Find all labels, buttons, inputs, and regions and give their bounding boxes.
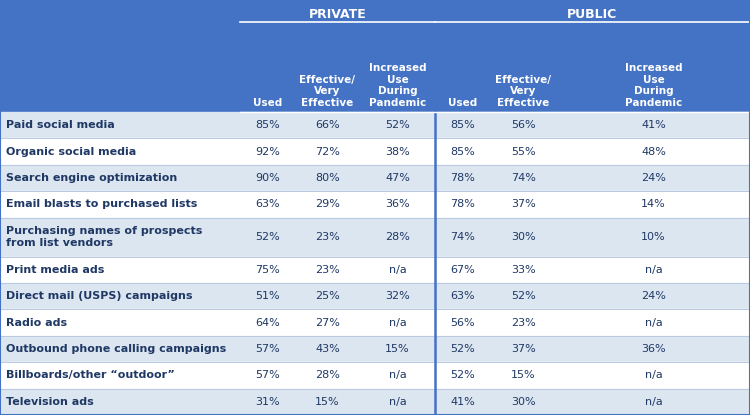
Text: Billboards/other “outdoor”: Billboards/other “outdoor” <box>6 371 175 381</box>
Text: 30%: 30% <box>512 232 536 242</box>
Text: 10%: 10% <box>641 232 666 242</box>
Text: 29%: 29% <box>315 199 340 209</box>
Text: Organic social media: Organic social media <box>6 146 136 156</box>
Bar <box>0 336 750 362</box>
Text: Paid social media: Paid social media <box>6 120 115 130</box>
Text: Used: Used <box>253 98 282 108</box>
Bar <box>0 165 750 191</box>
Text: 52%: 52% <box>386 120 410 130</box>
Text: 52%: 52% <box>450 344 475 354</box>
Text: PUBLIC: PUBLIC <box>567 8 618 21</box>
Text: 66%: 66% <box>315 120 340 130</box>
Bar <box>0 283 750 310</box>
Text: 23%: 23% <box>512 317 536 327</box>
Text: 47%: 47% <box>385 173 410 183</box>
Text: Email blasts to purchased lists: Email blasts to purchased lists <box>6 199 197 209</box>
Text: 24%: 24% <box>641 173 666 183</box>
Text: 31%: 31% <box>255 397 280 407</box>
Text: n/a: n/a <box>388 317 406 327</box>
Text: n/a: n/a <box>388 265 406 275</box>
Text: 23%: 23% <box>315 265 340 275</box>
Text: 85%: 85% <box>450 146 475 156</box>
Text: 80%: 80% <box>315 173 340 183</box>
Text: 63%: 63% <box>450 291 475 301</box>
Text: 37%: 37% <box>512 199 536 209</box>
Text: 23%: 23% <box>315 232 340 242</box>
Text: 90%: 90% <box>255 173 280 183</box>
Text: 41%: 41% <box>641 120 666 130</box>
Text: 64%: 64% <box>255 317 280 327</box>
Text: Purchasing names of prospects
from list vendors: Purchasing names of prospects from list … <box>6 226 202 248</box>
Text: 56%: 56% <box>512 120 536 130</box>
Text: 52%: 52% <box>255 232 280 242</box>
Text: Radio ads: Radio ads <box>6 317 68 327</box>
Text: 14%: 14% <box>641 199 666 209</box>
Text: 85%: 85% <box>450 120 475 130</box>
Text: 52%: 52% <box>450 371 475 381</box>
Bar <box>0 0 750 112</box>
Text: 78%: 78% <box>450 199 475 209</box>
Text: 55%: 55% <box>512 146 536 156</box>
Text: Television ads: Television ads <box>6 397 94 407</box>
Bar <box>0 310 750 336</box>
Text: PRIVATE: PRIVATE <box>309 8 366 21</box>
Text: Outbound phone calling campaigns: Outbound phone calling campaigns <box>6 344 226 354</box>
Text: Print media ads: Print media ads <box>6 265 104 275</box>
Text: Effective/
Very
Effective: Effective/ Very Effective <box>299 75 355 108</box>
Text: 67%: 67% <box>450 265 475 275</box>
Text: Search engine optimization: Search engine optimization <box>6 173 177 183</box>
Text: 36%: 36% <box>641 344 666 354</box>
Text: 52%: 52% <box>512 291 536 301</box>
Text: 30%: 30% <box>512 397 536 407</box>
Text: 57%: 57% <box>255 344 280 354</box>
Text: n/a: n/a <box>644 265 662 275</box>
Text: 15%: 15% <box>315 397 340 407</box>
Text: 15%: 15% <box>386 344 410 354</box>
Text: n/a: n/a <box>644 371 662 381</box>
Text: 28%: 28% <box>385 232 410 242</box>
Text: 43%: 43% <box>315 344 340 354</box>
Bar <box>0 217 750 256</box>
Text: 25%: 25% <box>315 291 340 301</box>
Text: 57%: 57% <box>255 371 280 381</box>
Text: 28%: 28% <box>315 371 340 381</box>
Text: 74%: 74% <box>450 232 475 242</box>
Text: 48%: 48% <box>641 146 666 156</box>
Text: 56%: 56% <box>450 317 475 327</box>
Text: 15%: 15% <box>512 371 536 381</box>
Text: 27%: 27% <box>315 317 340 327</box>
Text: Direct mail (USPS) campaigns: Direct mail (USPS) campaigns <box>6 291 193 301</box>
Text: 78%: 78% <box>450 173 475 183</box>
Text: 63%: 63% <box>255 199 280 209</box>
Text: Increased
Use
During
Pandemic: Increased Use During Pandemic <box>369 63 426 108</box>
Text: n/a: n/a <box>644 317 662 327</box>
Bar <box>0 138 750 165</box>
Text: 36%: 36% <box>386 199 410 209</box>
Text: 37%: 37% <box>512 344 536 354</box>
Text: 74%: 74% <box>511 173 536 183</box>
Text: Increased
Use
During
Pandemic: Increased Use During Pandemic <box>625 63 682 108</box>
Text: Effective/
Very
Effective: Effective/ Very Effective <box>496 75 551 108</box>
Text: 72%: 72% <box>315 146 340 156</box>
Text: 92%: 92% <box>255 146 280 156</box>
Text: n/a: n/a <box>644 397 662 407</box>
Text: 75%: 75% <box>255 265 280 275</box>
Bar <box>0 362 750 388</box>
Text: 51%: 51% <box>255 291 280 301</box>
Bar <box>0 256 750 283</box>
Text: 24%: 24% <box>641 291 666 301</box>
Bar <box>0 112 750 138</box>
Bar <box>0 388 750 415</box>
Text: 85%: 85% <box>255 120 280 130</box>
Text: 33%: 33% <box>512 265 536 275</box>
Text: 32%: 32% <box>386 291 410 301</box>
Text: n/a: n/a <box>388 371 406 381</box>
Text: n/a: n/a <box>388 397 406 407</box>
Bar <box>0 191 750 217</box>
Text: Used: Used <box>448 98 477 108</box>
Text: 38%: 38% <box>386 146 410 156</box>
Text: 41%: 41% <box>450 397 475 407</box>
